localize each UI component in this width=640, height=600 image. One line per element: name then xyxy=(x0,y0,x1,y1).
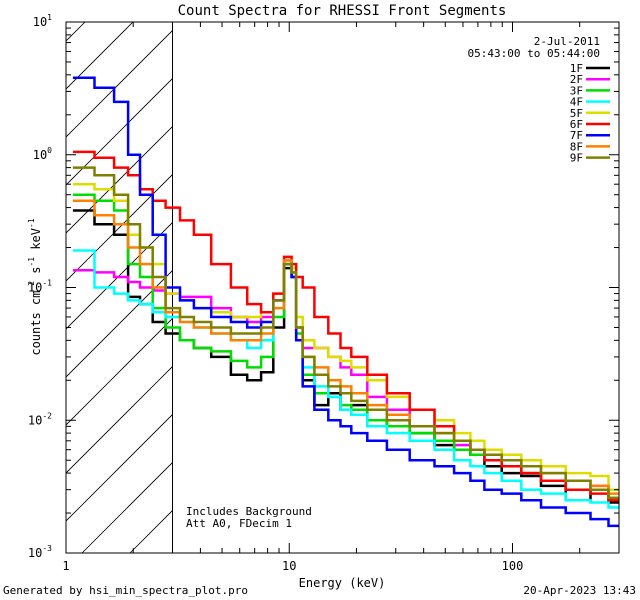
y-axis-label-exponent: -2 xyxy=(27,281,36,291)
annotation-background: Includes Background xyxy=(186,505,312,518)
series-line-6f xyxy=(72,150,619,502)
timestamp-label: 20-Apr-2023 13:43 xyxy=(523,584,636,597)
legend-label: 1F xyxy=(570,62,583,75)
x-axis-label: Energy (keV) xyxy=(299,576,386,590)
y-axis-label-part: keV xyxy=(29,228,43,257)
series-line-4f xyxy=(72,249,619,509)
legend-label: 4F xyxy=(570,96,583,109)
legend-label: 3F xyxy=(570,84,583,97)
legend-label: 9F xyxy=(570,152,583,165)
chart-title: Count Spectra for RHESSI Front Segments xyxy=(178,3,507,19)
date-label: 2-Jul-2011 xyxy=(534,35,600,48)
legend-label: 6F xyxy=(570,118,583,131)
series-line-9f xyxy=(72,166,619,500)
y-tick-label: 10-1 xyxy=(28,279,52,295)
y-tick-label: 10-3 xyxy=(28,544,52,560)
series-line-7f xyxy=(72,76,619,528)
x-tick-label: 1 xyxy=(62,559,69,573)
y-axis-label-exponent: -1 xyxy=(27,257,36,267)
y-axis-label-part: s xyxy=(29,267,43,281)
hatch-line xyxy=(66,365,173,474)
x-tick-label: 10 xyxy=(282,559,296,573)
legend-label: 8F xyxy=(570,140,583,153)
y-tick-label: 10-2 xyxy=(28,411,52,427)
y-axis-ticks: 10-3 10-2 10-1 100 101 xyxy=(28,13,619,560)
hatch-line xyxy=(66,29,173,138)
annotation-attenuator: Att A0, FDecim 1 xyxy=(186,517,292,530)
x-axis-ticks: 1 10 100 xyxy=(62,22,620,573)
generated-by-label: Generated by hsi_min_spectra_plot.pro xyxy=(3,584,248,597)
hatch-line xyxy=(66,221,173,330)
y-tick-label: 100 xyxy=(33,146,52,162)
legend-label: 7F xyxy=(570,129,583,142)
y-axis-label-part: counts cm xyxy=(29,291,43,356)
x-tick-label: 100 xyxy=(502,559,524,573)
hatch-line xyxy=(66,22,134,90)
hatch-line xyxy=(66,413,173,522)
y-axis-label: counts cm-2 s-1 keV-1 xyxy=(27,218,43,355)
series-layer xyxy=(72,76,619,528)
y-axis-label-exponent: -1 xyxy=(27,218,36,228)
legend-label: 5F xyxy=(570,107,583,120)
time-range-label: 05:43:00 to 05:44:00 xyxy=(468,47,600,60)
y-tick-label: 101 xyxy=(33,13,52,29)
legend-label: 2F xyxy=(570,73,583,86)
